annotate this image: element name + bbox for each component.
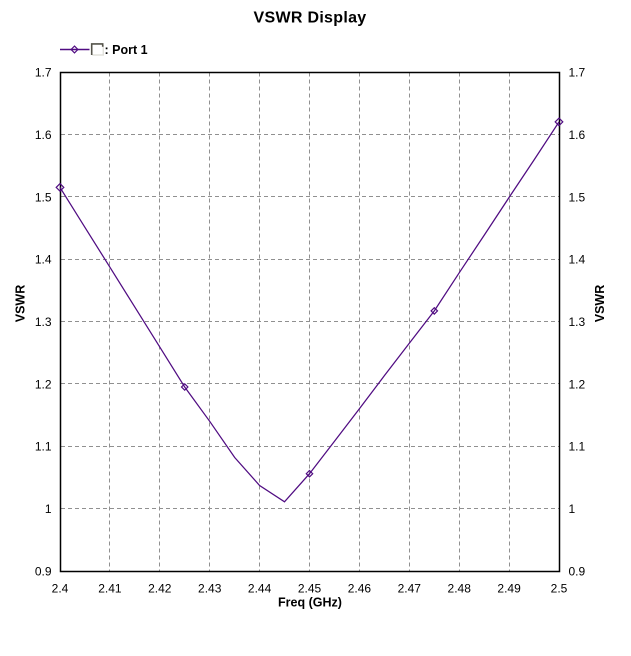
svg-text:2.5: 2.5: [551, 582, 568, 596]
svg-text:0.9: 0.9: [569, 565, 586, 579]
svg-text:1.5: 1.5: [35, 190, 52, 204]
svg-text:2.47: 2.47: [398, 582, 422, 596]
svg-text:1.5: 1.5: [569, 190, 586, 204]
svg-text:Freq (GHz): Freq (GHz): [278, 596, 342, 610]
svg-text:VSWR: VSWR: [14, 285, 28, 323]
svg-text:1.2: 1.2: [569, 377, 586, 391]
svg-text:2.42: 2.42: [148, 582, 172, 596]
svg-text:VSWR: VSWR: [593, 285, 607, 323]
svg-text:2.46: 2.46: [348, 582, 372, 596]
svg-text:: Port 1: : Port 1: [105, 43, 148, 57]
svg-text:1: 1: [45, 502, 52, 516]
svg-text:1.3: 1.3: [35, 315, 52, 329]
svg-text:1.1: 1.1: [35, 440, 52, 454]
svg-text:1.7: 1.7: [35, 66, 52, 80]
svg-text:1.4: 1.4: [35, 253, 52, 267]
svg-text:1: 1: [569, 502, 576, 516]
svg-text:1.1: 1.1: [569, 440, 586, 454]
svg-text:1.6: 1.6: [35, 128, 52, 142]
svg-text:2.49: 2.49: [497, 582, 521, 596]
svg-text:1.7: 1.7: [569, 66, 586, 80]
svg-text:1.2: 1.2: [35, 377, 52, 391]
svg-text:1.4: 1.4: [569, 253, 586, 267]
svg-text:0.9: 0.9: [35, 565, 52, 579]
svg-text:2.48: 2.48: [448, 582, 472, 596]
svg-text:VSWR Display: VSWR Display: [254, 10, 367, 27]
svg-text:2.4: 2.4: [52, 582, 69, 596]
svg-text:1.3: 1.3: [569, 315, 586, 329]
svg-text:2.43: 2.43: [198, 582, 222, 596]
svg-text:2.41: 2.41: [98, 582, 122, 596]
svg-text:1.6: 1.6: [569, 128, 586, 142]
svg-text:2.45: 2.45: [298, 582, 322, 596]
svg-text:2.44: 2.44: [248, 582, 272, 596]
